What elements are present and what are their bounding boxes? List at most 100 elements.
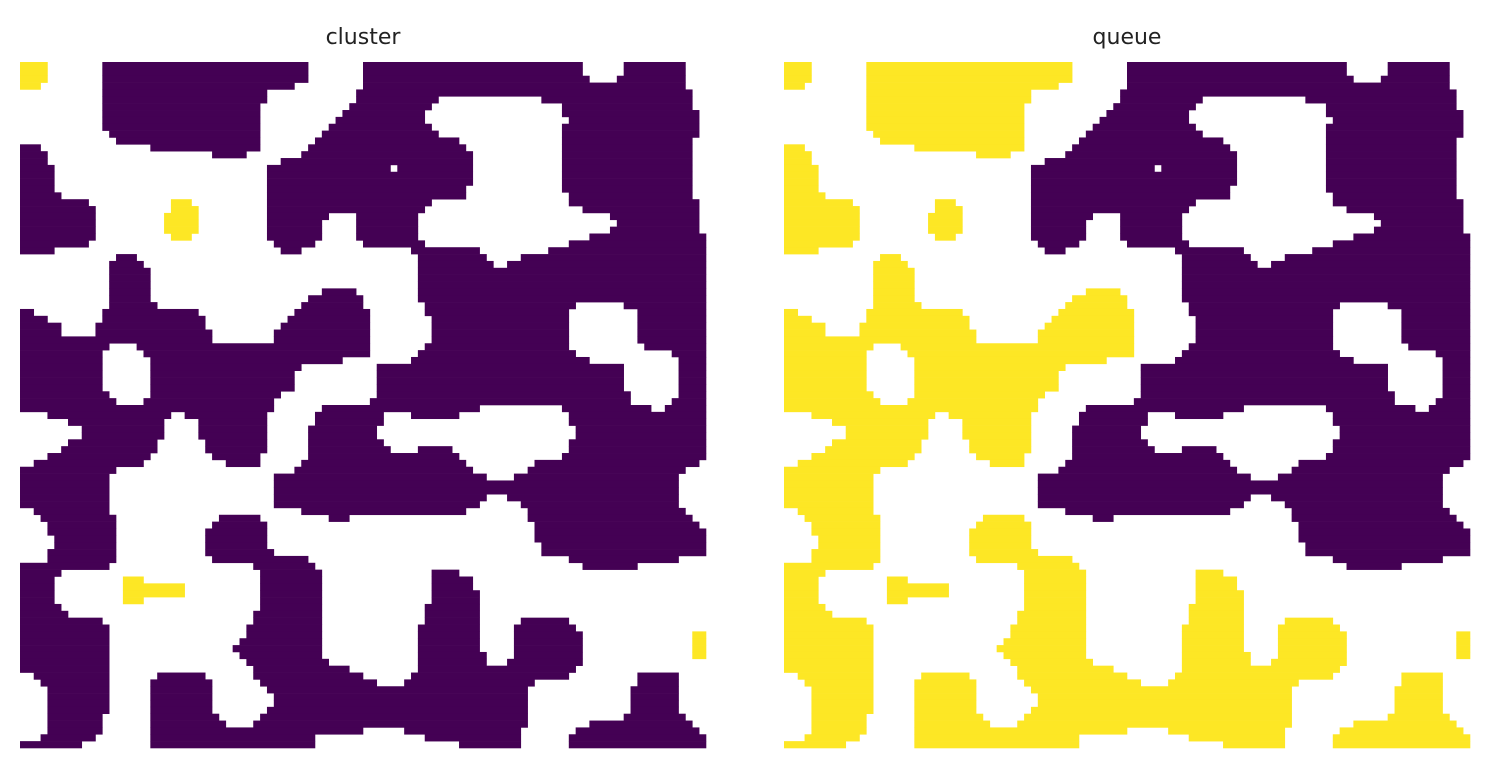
pixel-run: [280, 247, 302, 255]
pixel-run: [246, 631, 323, 639]
pixel-run: [150, 734, 316, 742]
pixel-run: [784, 82, 805, 90]
pixel-run: [205, 439, 268, 447]
pixel-run: [164, 212, 199, 221]
pixel-run: [962, 425, 1032, 433]
pixel-run: [1442, 356, 1471, 365]
panel-title: cluster: [326, 25, 402, 50]
pixel-run: [376, 370, 624, 378]
pixel-run: [314, 411, 384, 420]
pixel-run: [1058, 308, 1135, 317]
pixel-run: [825, 446, 922, 454]
pixel-run: [1065, 151, 1238, 159]
pixel-run: [811, 727, 867, 735]
pixel-run: [122, 576, 144, 584]
pixel-run: [1140, 391, 1395, 399]
pixel-run: [692, 638, 707, 646]
pixel-run: [520, 501, 679, 509]
pixel-run: [150, 370, 295, 378]
pixel-run: [568, 741, 707, 749]
pixel-run: [1456, 651, 1471, 660]
pixel-run: [20, 398, 117, 406]
pixel-run: [914, 686, 977, 694]
pixel-run: [20, 233, 96, 241]
pixel-run: [150, 356, 343, 365]
pixel-run: [1305, 549, 1471, 557]
pixel-run: [1044, 247, 1066, 255]
pixel-run: [20, 308, 35, 317]
pixel-run: [239, 651, 323, 660]
pixel-run: [527, 466, 686, 474]
pixel-run: [20, 247, 55, 255]
pixel-run: [1181, 350, 1340, 358]
pixel-run: [431, 569, 460, 577]
pixel-run: [784, 658, 874, 666]
pixel-run: [266, 185, 467, 193]
pixel-run: [1325, 185, 1457, 193]
pixel-run: [1037, 699, 1292, 708]
pixel-run: [1072, 439, 1148, 447]
pixel-run: [1339, 727, 1464, 735]
pixel-run: [1017, 720, 1292, 728]
pixel-run: [1030, 164, 1155, 173]
pixel-run: [1394, 699, 1443, 708]
pixel-run: [260, 603, 323, 612]
pixel-run: [845, 425, 929, 433]
pixel-run: [273, 699, 528, 708]
pixel-run: [1442, 370, 1471, 378]
pixel-run: [1181, 274, 1471, 282]
pixel-run: [411, 672, 570, 680]
pixel-run: [1339, 432, 1471, 440]
pixel-run: [1092, 123, 1196, 131]
pixel-run: [1120, 96, 1203, 104]
pixel-run: [513, 473, 679, 481]
pixel-run: [253, 665, 350, 673]
pixel-run: [1442, 391, 1471, 399]
pixel-run: [184, 411, 268, 420]
pixel-run: [1195, 576, 1238, 584]
pixel-run: [266, 164, 391, 173]
pixel-run: [266, 171, 474, 179]
pixel-run: [637, 672, 679, 680]
pixel-run: [784, 597, 819, 605]
pixel-run: [116, 254, 137, 262]
pixel-run: [1339, 425, 1471, 433]
pixel-run: [1024, 583, 1087, 591]
pixel-run: [81, 432, 165, 440]
pixel-run: [1024, 713, 1292, 721]
pixel-run: [1188, 308, 1334, 317]
pixel-run: [47, 528, 117, 536]
pixel-run: [47, 411, 172, 420]
pixel-run: [784, 178, 819, 186]
pixel-run: [1140, 363, 1388, 371]
pixel-run: [356, 89, 693, 97]
pixel-run: [294, 466, 474, 474]
pixel-run: [1394, 706, 1443, 714]
pixel-run: [1072, 144, 1231, 152]
pixel-run: [1373, 212, 1464, 221]
pixel-run: [784, 384, 867, 392]
pixel-run: [1325, 158, 1457, 166]
pixel-run: [784, 343, 874, 351]
pixel-run: [507, 260, 707, 269]
pixel-run: [308, 439, 384, 447]
image-panel: [784, 62, 1471, 749]
pixel-run: [1195, 583, 1238, 591]
pixel-run: [784, 75, 812, 83]
pixel-run: [811, 693, 874, 701]
pixel-run: [784, 164, 819, 173]
pixel-run: [20, 370, 103, 378]
pixel-run: [784, 308, 799, 317]
pixel-run: [102, 110, 261, 118]
pixel-run: [170, 199, 192, 207]
pixel-run: [266, 192, 467, 200]
pixel-run: [150, 377, 295, 385]
pixel-run: [928, 212, 963, 221]
pixel-run: [20, 617, 103, 625]
pixel-run: [356, 219, 419, 227]
pixel-run: [507, 494, 679, 502]
pixel-run: [246, 624, 323, 632]
pixel-run: [20, 199, 89, 207]
pixel-run: [301, 302, 364, 310]
pixel-run: [424, 617, 480, 625]
